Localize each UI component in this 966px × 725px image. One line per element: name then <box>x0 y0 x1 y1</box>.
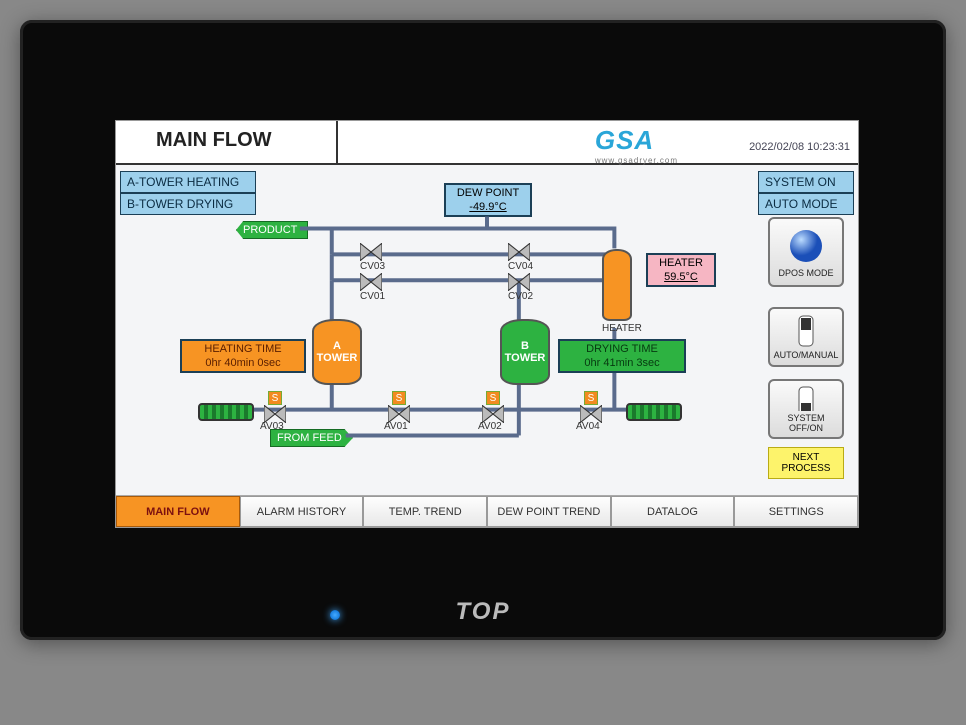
s-av02: S <box>486 391 500 405</box>
product-tag: PRODUCT <box>236 221 308 239</box>
heater-label: HEATER <box>651 256 711 270</box>
system-onoff-button[interactable]: SYSTEM OFF/ON <box>768 379 844 439</box>
dpos-label: DPOS MODE <box>778 268 833 278</box>
next-process-button[interactable]: NEXT PROCESS <box>768 447 844 479</box>
logo-subtext: www.gsadryer.com <box>595 156 678 165</box>
s-av01: S <box>392 391 406 405</box>
page-title: MAIN FLOW <box>156 129 272 152</box>
nav-main-flow[interactable]: MAIN FLOW <box>116 496 240 527</box>
heater-box: HEATER 59.5°C <box>646 253 716 287</box>
label-av02: AV02 <box>478 421 502 432</box>
heater-name: HEATER <box>602 323 642 334</box>
valve-cv02 <box>508 273 530 291</box>
tower-a: A TOWER <box>312 319 362 385</box>
nav-alarm-history[interactable]: ALARM HISTORY <box>240 496 364 527</box>
drying-time-box: DRYING TIME 0hr 41min 3sec <box>558 339 686 373</box>
label-av01: AV01 <box>384 421 408 432</box>
strainer-left <box>198 403 254 421</box>
label-av04: AV04 <box>576 421 600 432</box>
strainer-right <box>626 403 682 421</box>
drying-time-title: DRYING TIME <box>563 342 681 356</box>
nav-settings[interactable]: SETTINGS <box>734 496 858 527</box>
power-led <box>330 610 340 620</box>
switch-icon <box>793 385 819 411</box>
heating-time-title: HEATING TIME <box>185 342 301 356</box>
s-av04: S <box>584 391 598 405</box>
monitor-brand: TOP <box>456 598 511 626</box>
label-cv01: CV01 <box>360 291 385 302</box>
status-system-on: SYSTEM ON <box>758 171 854 193</box>
tower-b: B TOWER <box>500 319 550 385</box>
heater-value: 59.5°C <box>651 270 711 284</box>
label-cv02: CV02 <box>508 291 533 302</box>
tower-a-label: A TOWER <box>317 340 358 364</box>
valve-cv01 <box>360 273 382 291</box>
valve-cv04 <box>508 243 530 261</box>
dpos-mode-button[interactable]: DPOS MODE <box>768 217 844 287</box>
status-b-tower: B-TOWER DRYING <box>120 193 256 215</box>
nav-dewpoint-trend[interactable]: DEW POINT TREND <box>487 496 611 527</box>
label-av03: AV03 <box>260 421 284 432</box>
logo: GSA www.gsadryer.com <box>595 125 678 165</box>
nav-row: MAIN FLOW ALARM HISTORY TEMP. TREND DEW … <box>116 495 858 527</box>
switch-icon <box>793 314 819 348</box>
s-av03: S <box>268 391 282 405</box>
logo-text: GSA <box>595 125 654 155</box>
tower-b-label: B TOWER <box>505 340 546 364</box>
hmi-screen: MAIN FLOW GSA www.gsadryer.com 2022/02/0… <box>115 120 859 528</box>
sphere-icon <box>786 226 826 266</box>
valve-cv03 <box>360 243 382 261</box>
drying-time-value: 0hr 41min 3sec <box>563 356 681 370</box>
status-mode: AUTO MODE <box>758 193 854 215</box>
heating-time-box: HEATING TIME 0hr 40min 0sec <box>180 339 306 373</box>
dewpoint-value: -49.9°C <box>449 200 527 214</box>
status-a-tower: A-TOWER HEATING <box>120 171 256 193</box>
system-onoff-label: SYSTEM OFF/ON <box>772 413 840 433</box>
heating-time-value: 0hr 40min 0sec <box>185 356 301 370</box>
auto-manual-button[interactable]: AUTO/MANUAL <box>768 307 844 367</box>
timestamp: 2022/02/08 10:23:31 <box>749 141 850 153</box>
label-cv04: CV04 <box>508 261 533 272</box>
nav-temp-trend[interactable]: TEMP. TREND <box>363 496 487 527</box>
label-cv03: CV03 <box>360 261 385 272</box>
title-bar: MAIN FLOW GSA www.gsadryer.com 2022/02/0… <box>116 121 858 165</box>
nav-datalog[interactable]: DATALOG <box>611 496 735 527</box>
dewpoint-box: DEW POINT -49.9°C <box>444 183 532 217</box>
auto-manual-label: AUTO/MANUAL <box>774 350 839 360</box>
dewpoint-label: DEW POINT <box>449 186 527 200</box>
title-divider <box>336 121 338 165</box>
heater-vessel <box>602 249 632 321</box>
